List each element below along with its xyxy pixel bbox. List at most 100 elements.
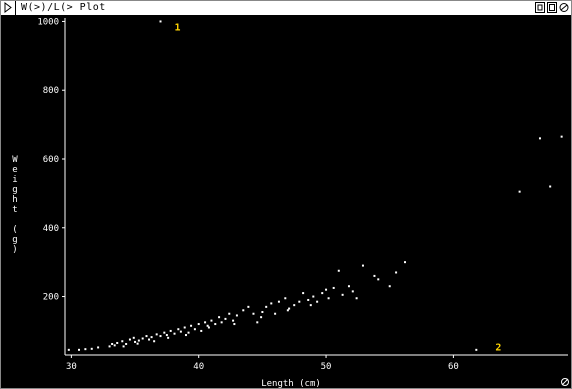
resize-icon[interactable]	[547, 2, 557, 13]
titlebar-separator	[15, 1, 16, 15]
data-point	[122, 345, 125, 348]
data-point	[200, 329, 203, 332]
data-point	[67, 348, 70, 351]
data-point	[187, 331, 190, 334]
data-point	[177, 328, 180, 331]
data-point	[204, 321, 207, 324]
data-point	[256, 321, 259, 324]
data-point	[121, 340, 124, 343]
data-point	[327, 297, 330, 300]
y-axis-label-char: e	[12, 165, 17, 175]
data-point	[377, 278, 380, 281]
point-annotation: 1	[175, 23, 181, 34]
y-tick-label: 800	[43, 86, 59, 96]
data-point	[190, 324, 193, 327]
y-tick-label: 1000	[37, 17, 59, 27]
data-point	[302, 292, 305, 295]
data-point	[298, 300, 301, 303]
data-point	[355, 297, 358, 300]
data-point	[163, 331, 166, 334]
data-point	[404, 261, 407, 264]
data-point	[218, 316, 221, 319]
data-point	[78, 348, 81, 351]
data-point	[90, 347, 93, 350]
data-point	[108, 345, 111, 348]
data-point	[84, 348, 87, 351]
x-axis-label: Length (cm)	[261, 379, 321, 389]
data-point	[325, 288, 328, 291]
plot-axes	[64, 18, 568, 356]
data-point	[242, 309, 245, 312]
data-point	[179, 330, 182, 333]
data-point	[307, 298, 310, 301]
data-point	[361, 264, 364, 267]
data-point	[316, 300, 319, 303]
data-point	[145, 335, 148, 338]
y-axis-label-char: )	[12, 245, 17, 255]
data-point	[184, 334, 187, 337]
y-axis-label-char: W	[12, 155, 18, 165]
data-point	[332, 286, 335, 289]
data-point	[549, 185, 552, 188]
data-point	[312, 295, 315, 298]
data-point	[159, 335, 162, 338]
data-point	[132, 336, 135, 339]
data-point	[233, 323, 236, 326]
close-triangle-icon[interactable]	[3, 2, 13, 13]
data-point	[128, 338, 131, 341]
data-point	[210, 319, 213, 322]
data-point	[228, 312, 231, 315]
data-point	[293, 304, 296, 307]
data-point	[232, 319, 235, 322]
window-title: W(>)/L(> Plot	[21, 2, 106, 13]
data-point	[116, 341, 119, 344]
data-point	[388, 285, 391, 288]
y-tick-label: 200	[43, 293, 59, 303]
data-point	[155, 333, 158, 336]
data-point	[309, 304, 312, 307]
point-annotation: 2	[495, 342, 501, 353]
y-tick-label: 400	[43, 224, 59, 234]
data-point	[337, 269, 340, 272]
y-axis-label-char: h	[12, 195, 17, 205]
data-point	[183, 326, 186, 329]
window-titlebar[interactable]: W(>)/L(> Plot	[1, 1, 571, 16]
data-point	[247, 305, 250, 308]
axis-ticks: 200 400 600 800 1000 30 40 50 60	[37, 17, 459, 372]
data-point	[560, 135, 563, 138]
data-point	[136, 342, 139, 345]
data-point	[134, 340, 137, 343]
data-point	[159, 20, 162, 23]
data-point	[475, 348, 478, 351]
y-axis-label-char: g	[12, 185, 17, 195]
x-tick-label: 60	[448, 362, 459, 372]
data-point	[197, 323, 200, 326]
y-tick-label: 600	[43, 155, 59, 165]
data-point	[220, 321, 223, 324]
y-axis-label-char: g	[12, 235, 17, 245]
corner-resize-icon[interactable]	[561, 378, 569, 386]
data-point	[265, 305, 268, 308]
data-point	[288, 307, 291, 310]
zoom-icon[interactable]	[535, 2, 545, 13]
data-point	[235, 314, 238, 317]
data-points	[67, 20, 563, 351]
data-point	[167, 336, 170, 339]
data-point	[286, 309, 289, 312]
data-point	[148, 338, 151, 341]
data-point	[224, 317, 227, 320]
close-icon[interactable]	[559, 2, 569, 13]
data-point	[351, 290, 354, 293]
x-tick-label: 30	[66, 362, 77, 372]
data-point	[206, 324, 209, 327]
data-point	[277, 300, 280, 303]
data-point	[261, 311, 264, 314]
data-point	[214, 323, 217, 326]
data-point	[274, 312, 277, 315]
data-point	[395, 271, 398, 274]
data-point	[150, 336, 153, 339]
data-point	[165, 334, 168, 337]
